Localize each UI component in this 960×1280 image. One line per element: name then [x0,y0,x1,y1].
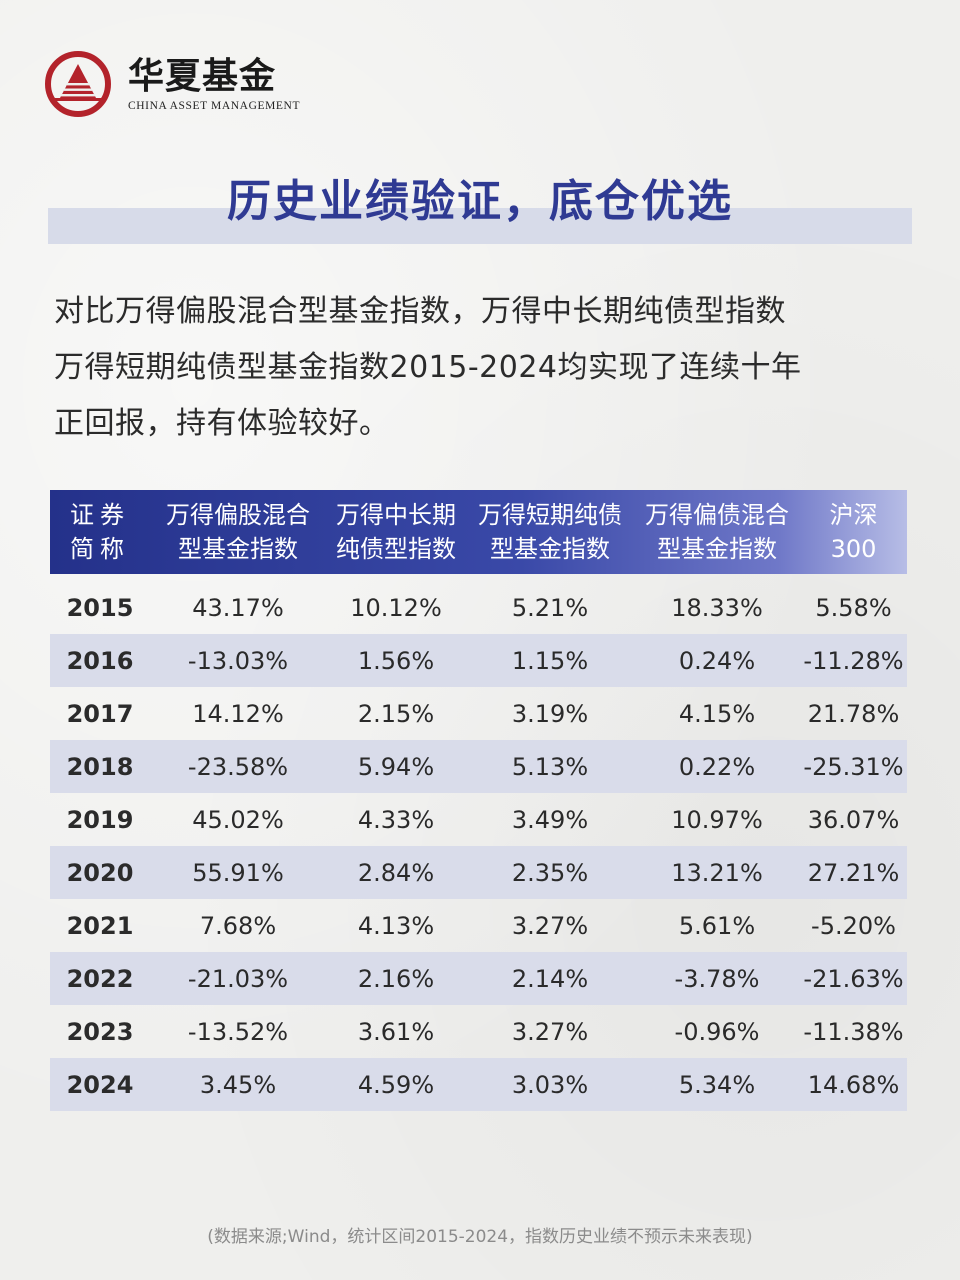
return-cell: 27.21% [807,858,900,887]
pagoda-triangle-circle-icon [45,51,111,117]
year-cell: 2023 [66,1017,134,1046]
intro-line: 正回报，持有体验较好。 [54,406,390,441]
table-header: 证券 简称 万得偏股混合 型基金指数 万得中长期 纯债型指数 万得短期纯债 型基金指数 … [50,490,907,574]
table-row: 2016 -13.03% 1.56% 1.15% 0.24% -11.28% [50,634,907,687]
return-cell: 14.68% [807,1070,900,1099]
intro-paragraph: 对比万得偏股混合型基金指数，万得中长期纯债型指数 万得短期纯债型基金指数2015… [54,284,934,452]
return-cell: 2.35% [511,858,589,887]
table-row: 2020 55.91% 2.84% 2.35% 13.21% 27.21% [50,846,907,899]
intro-line: 万得短期纯债型基金指数2015-2024均实现了连续十年 [54,350,802,385]
return-cell: 3.27% [511,911,589,940]
table-row: 2018 -23.58% 5.94% 5.13% 0.22% -25.31% [50,740,907,793]
return-cell: 5.13% [511,752,589,781]
return-cell: -3.78% [674,964,760,993]
return-cell: 3.27% [511,1017,589,1046]
return-cell: -13.52% [187,1017,289,1046]
return-cell: 2.14% [511,964,589,993]
year-cell: 2024 [66,1070,134,1099]
return-cell: 10.12% [350,593,442,622]
year-cell: 2016 [66,646,134,675]
return-cell: -11.28% [803,646,904,675]
return-cell: 18.33% [671,593,763,622]
year-cell: 2022 [66,964,134,993]
header-equity-hybrid-index: 万得偏股混合 型基金指数 [166,501,310,563]
header-short-bond-index: 万得短期纯债 型基金指数 [478,501,622,563]
return-cell: 0.22% [678,752,756,781]
return-cell: 4.13% [357,911,435,940]
return-cell: 10.97% [671,805,763,834]
return-cell: 4.15% [678,699,756,728]
return-cell: -21.63% [803,964,904,993]
year-cell: 2015 [66,593,134,622]
return-cell: 5.94% [357,752,435,781]
table-row: 2023 -13.52% 3.61% 3.27% -0.96% -11.38% [50,1005,907,1058]
return-cell: -11.38% [803,1017,904,1046]
return-cell: 3.61% [357,1017,435,1046]
table-row: 2021 7.68% 4.13% 3.27% 5.61% -5.20% [50,899,907,952]
return-cell: 1.56% [357,646,435,675]
return-cell: 13.21% [671,858,763,887]
return-cell: 3.19% [511,699,589,728]
return-cell: 14.12% [192,699,284,728]
table-row: 2019 45.02% 4.33% 3.49% 10.97% 36.07% [50,793,907,846]
return-cell: 2.16% [357,964,435,993]
header-security-name: 证券 简称 [70,501,130,563]
return-cell: -13.03% [187,646,289,675]
year-cell: 2017 [66,699,134,728]
return-cell: 45.02% [192,805,284,834]
return-cell: 21.78% [807,699,900,728]
year-cell: 2020 [66,858,134,887]
return-cell: 7.68% [199,911,277,940]
page-title: 历史业绩验证，底仓优选 [227,176,733,227]
return-cell: 55.91% [192,858,284,887]
table-body: 2015 43.17% 10.12% 5.21% 18.33% 5.58% 2016 -13.… [50,574,907,1111]
header-mid-long-bond-index: 万得中长期 纯债型指数 [336,501,456,563]
return-cell: 3.03% [511,1070,589,1099]
intro-line: 对比万得偏股混合型基金指数，万得中长期纯债型指数 [54,294,786,329]
return-cell: 2.15% [357,699,435,728]
year-cell: 2019 [66,805,134,834]
return-cell: 3.49% [511,805,589,834]
return-cell: 4.59% [357,1070,435,1099]
brand-name-cn: 华夏基金 [128,55,277,97]
performance-table: 证券 简称 万得偏股混合 型基金指数 万得中长期 纯债型指数 万得短期纯债 型基金指数 … [50,490,907,1111]
return-cell: -0.96% [674,1017,760,1046]
return-cell: 1.15% [511,646,589,675]
return-cell: -21.03% [187,964,289,993]
return-cell: 43.17% [192,593,284,622]
return-cell: 5.21% [511,593,589,622]
brand-name-en: CHINA ASSET MANAGEMENT [128,99,301,112]
return-cell: 5.61% [678,911,756,940]
data-source-footnote: (数据来源;Wind，统计区间2015-2024，指数历史业绩不预示未来表现) [207,1227,753,1247]
table-row: 2022 -21.03% 2.16% 2.14% -3.78% -21.63% [50,952,907,1005]
return-cell: -25.31% [803,752,904,781]
table-row: 2015 43.17% 10.12% 5.21% 18.33% 5.58% [50,574,907,634]
return-cell: 4.33% [357,805,435,834]
return-cell: 5.58% [815,593,892,622]
return-cell: 3.45% [199,1070,277,1099]
year-cell: 2018 [66,752,134,781]
brand-logo: 华夏基金 CHINA ASSET MANAGEMENT [44,50,300,118]
table-row: 2024 3.45% 4.59% 3.03% 5.34% 14.68% [50,1058,907,1111]
return-cell: 36.07% [807,805,900,834]
table-row: 2017 14.12% 2.15% 3.19% 4.15% 21.78% [50,687,907,740]
header-csi300: 沪深 300 [829,501,878,563]
header-bond-hybrid-index: 万得偏债混合 型基金指数 [645,501,789,563]
return-cell: 5.34% [678,1070,756,1099]
return-cell: 2.84% [357,858,435,887]
year-cell: 2021 [66,911,134,940]
return-cell: -23.58% [187,752,289,781]
title-highlight-bar [48,208,912,244]
return-cell: 0.24% [678,646,756,675]
return-cell: -5.20% [811,911,896,940]
